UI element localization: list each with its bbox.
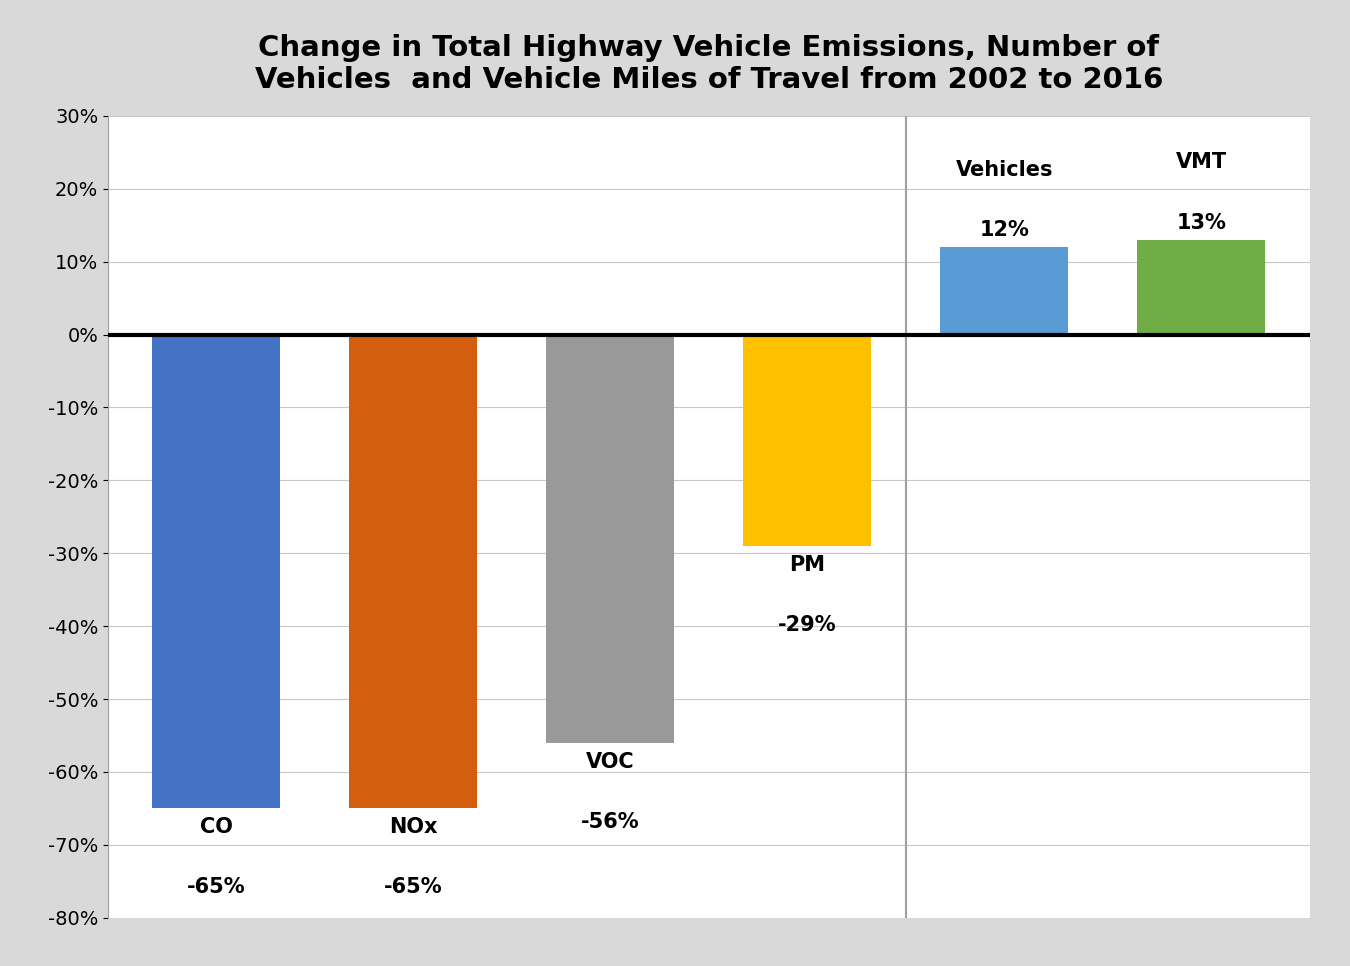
Text: -65%: -65%: [188, 877, 246, 897]
Text: VMT: VMT: [1176, 153, 1227, 172]
Bar: [940, 247, 1068, 334]
Text: -65%: -65%: [383, 877, 443, 897]
Bar: [1137, 240, 1265, 334]
Text: 13%: 13%: [1176, 213, 1226, 233]
Text: NOx: NOx: [389, 817, 437, 838]
Bar: [153, 334, 281, 809]
Text: -56%: -56%: [580, 811, 640, 832]
Bar: [547, 334, 674, 743]
Title: Change in Total Highway Vehicle Emissions, Number of
Vehicles  and Vehicle Miles: Change in Total Highway Vehicle Emission…: [255, 34, 1162, 94]
Text: PM: PM: [790, 554, 825, 575]
Bar: [350, 334, 478, 809]
Text: CO: CO: [200, 817, 232, 838]
Bar: [744, 334, 871, 546]
Text: Vehicles: Vehicles: [956, 159, 1053, 180]
Text: VOC: VOC: [586, 752, 634, 772]
Text: 12%: 12%: [979, 220, 1029, 240]
Text: -29%: -29%: [778, 614, 837, 635]
